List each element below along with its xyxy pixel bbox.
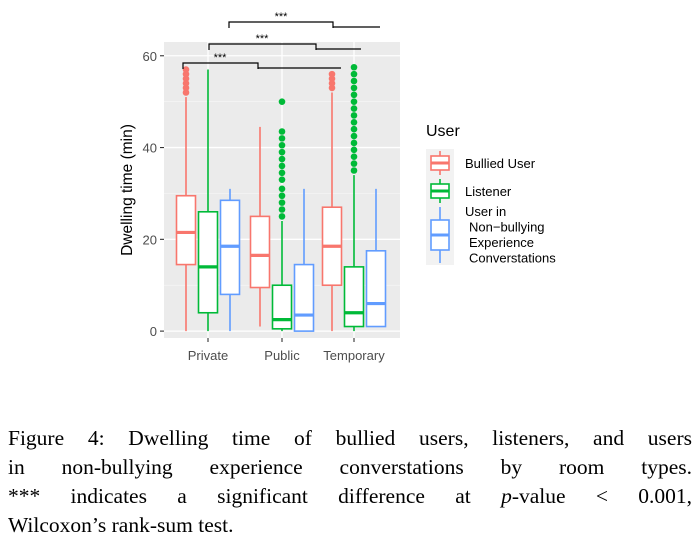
outlier-point (350, 146, 358, 154)
boxplot (321, 70, 343, 332)
outlier-point (278, 148, 286, 156)
outlier-point (350, 98, 358, 105)
caption-text-3a: *** indicates a significant difference a… (8, 484, 471, 508)
outlier-point (350, 63, 358, 71)
box-iqr (197, 210, 219, 314)
outlier-point (278, 128, 286, 135)
legend-label: User in (465, 204, 506, 219)
outlier-point (328, 84, 336, 92)
boxplot (365, 188, 387, 328)
boxplot (293, 188, 315, 332)
caption-text-3b: -value < 0.001, (511, 484, 693, 508)
outlier-point (182, 66, 190, 73)
outlier-point (350, 105, 358, 112)
caption-line-4: Wilcoxon’s rank-sum test. (8, 513, 234, 537)
legend-label: Experience (469, 235, 534, 250)
outlier-point (278, 192, 286, 200)
y-axis-title: Dwelling time (min) (119, 124, 136, 256)
outlier-point (350, 77, 358, 85)
legend-title: User (426, 123, 460, 140)
outlier-point (278, 199, 286, 206)
boxplot (271, 98, 293, 332)
outlier-point (350, 160, 358, 167)
outlier-point (350, 119, 358, 126)
y-tick-label: 60 (143, 49, 157, 64)
outlier-point (350, 132, 358, 140)
legend: User Bullied User Listener User inNon−bull… (426, 123, 556, 266)
outlier-point (278, 135, 286, 142)
significance-bracket: *** (228, 11, 380, 28)
significance-label: *** (256, 33, 270, 45)
outlier-point (182, 80, 190, 87)
x-tick-label: Private (188, 348, 228, 363)
significance-bracket: *** (208, 33, 361, 50)
caption-line-3: *** indicates a significant difference a… (8, 482, 692, 511)
legend-entry: User inNon−bullyingExperienceConverstati… (426, 204, 556, 266)
outlier-point (350, 153, 358, 161)
outlier-point (350, 167, 358, 174)
outlier-point (182, 75, 190, 83)
outlier-point (278, 162, 286, 170)
legend-label: Converstations (469, 251, 556, 266)
y-tick-label: 20 (143, 232, 157, 247)
box-iqr (175, 194, 197, 266)
outlier-point (350, 84, 358, 92)
outlier-point (278, 176, 286, 183)
outlier-point (278, 185, 286, 193)
box-iqr (293, 263, 315, 332)
legend-entry: Bullied User (426, 149, 536, 177)
box-iqr (365, 250, 387, 328)
legend-entry: Listener (426, 177, 512, 205)
bracket-line (182, 62, 259, 69)
outlier-point (182, 84, 190, 92)
boxplot (219, 188, 241, 332)
outlier-point (350, 91, 358, 99)
x-tick-label: Temporary (323, 348, 385, 363)
bracket-line (228, 21, 334, 28)
caption-line-1: Figure 4: Dwelling time of bullied users… (8, 424, 692, 453)
outlier-point (278, 98, 286, 105)
outlier-point (278, 169, 286, 177)
significance-label: *** (214, 52, 228, 64)
outlier-point (278, 141, 286, 149)
boxplot (175, 66, 197, 332)
box-iqr (249, 215, 271, 289)
legend-label: Bullied User (465, 156, 536, 171)
figure-caption: Figure 4: Dwelling time of bullied users… (8, 424, 692, 540)
boxplots (175, 63, 387, 332)
box-iqr (271, 284, 293, 330)
outlier-point (350, 125, 358, 133)
caption-text-1: Dwelling time of bullied users, listener… (128, 426, 692, 450)
boxplot (343, 63, 365, 332)
caption-line-2: in non-bullying experience converstation… (8, 455, 692, 479)
outlier-point (350, 70, 358, 78)
outlier-point (328, 70, 336, 78)
legend-label: Non−bullying (469, 220, 545, 235)
significance-brackets: *** *** *** (182, 11, 380, 69)
y-axis: 0 20 40 60 (143, 49, 164, 339)
caption-figure-label: Figure 4: (8, 426, 105, 450)
outlier-point (278, 206, 286, 213)
outlier-point (182, 89, 190, 96)
outlier-point (350, 139, 358, 147)
y-tick-label: 0 (150, 324, 157, 339)
outlier-point (182, 70, 190, 78)
boxplot (249, 126, 271, 327)
outlier-point (328, 75, 336, 83)
boxplot (197, 69, 219, 332)
bracket-line (208, 43, 317, 50)
outlier-point (278, 213, 286, 220)
legend-label: Listener (465, 184, 512, 199)
outlier-point (278, 155, 286, 163)
outlier-point (328, 80, 336, 87)
x-axis: Private Public Temporary (188, 338, 385, 363)
significance-bracket: *** (182, 52, 341, 69)
x-tick-label: Public (264, 348, 300, 363)
box-iqr (343, 266, 365, 328)
y-tick-label: 40 (143, 141, 157, 156)
caption-p-symbol: p (501, 484, 512, 508)
significance-label: *** (275, 11, 289, 23)
outlier-point (350, 112, 358, 119)
